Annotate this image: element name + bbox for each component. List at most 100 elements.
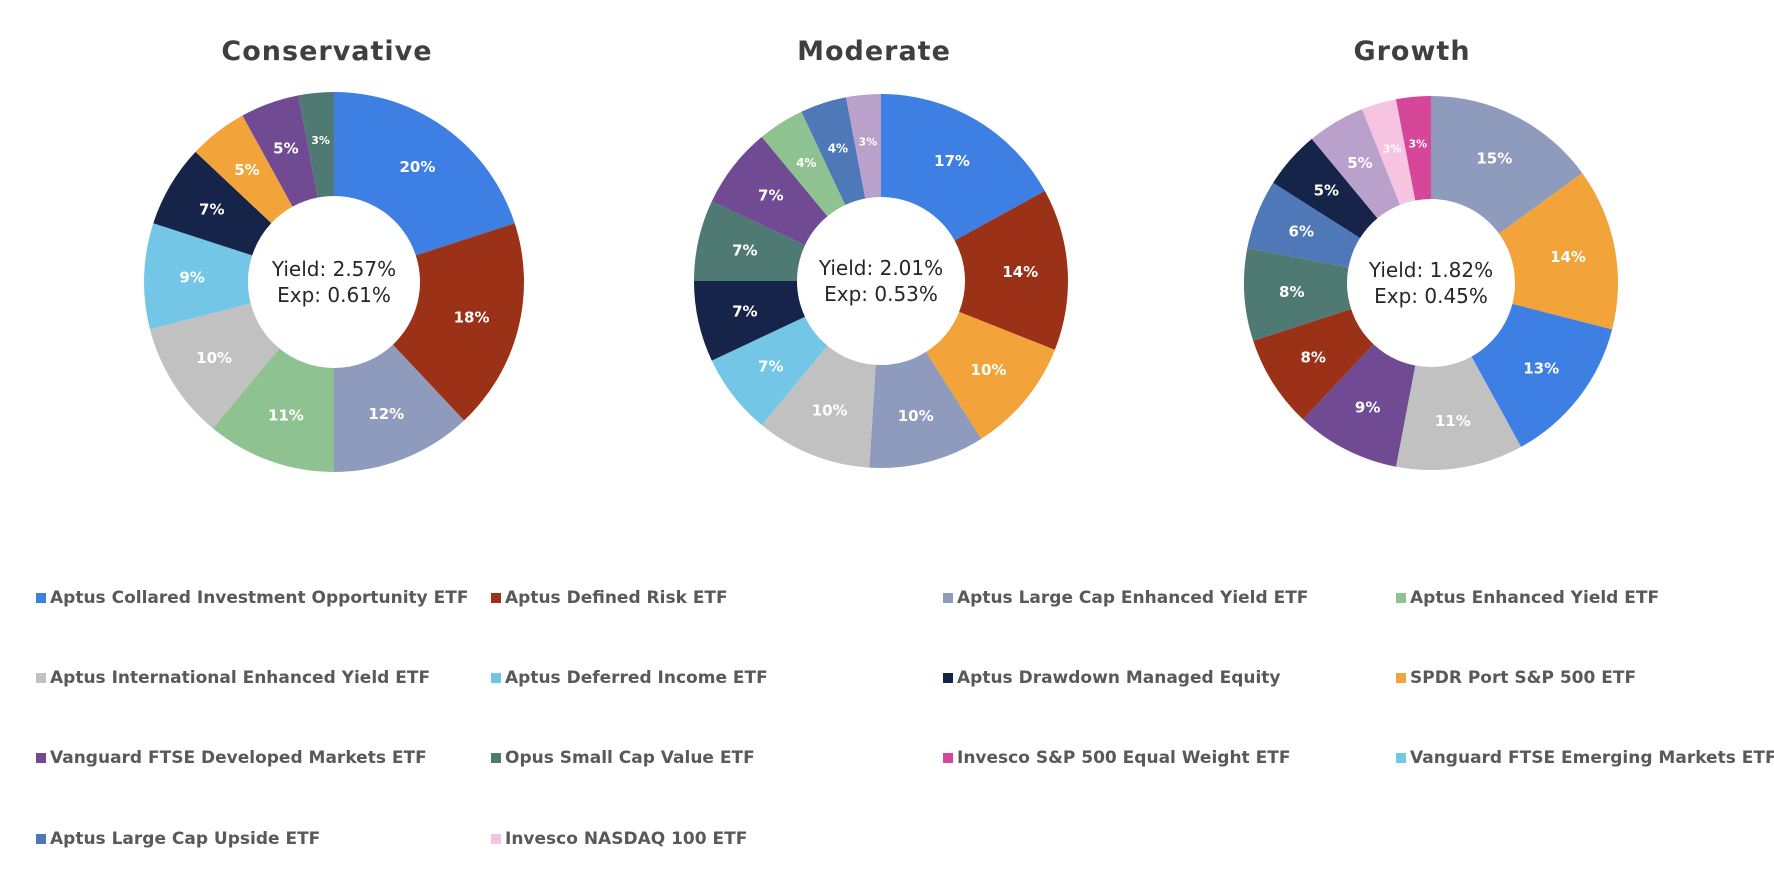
legend-label: Vanguard FTSE Developed Markets ETF bbox=[50, 748, 427, 768]
donut-slice bbox=[711, 136, 828, 246]
donut-slice bbox=[149, 303, 280, 429]
slice-label: 9% bbox=[179, 269, 204, 287]
slice-label: 5% bbox=[273, 139, 298, 157]
legend-label: Invesco S&P 500 Equal Weight ETF bbox=[957, 748, 1291, 768]
donut-slice bbox=[153, 151, 272, 256]
slice-label: 11% bbox=[1435, 412, 1471, 430]
donut-slice bbox=[926, 311, 1055, 439]
legend-label: Aptus Drawdown Managed Equity bbox=[957, 668, 1281, 688]
slice-label: 12% bbox=[368, 405, 404, 423]
donut-slice bbox=[212, 348, 334, 472]
legend-item: Invesco NASDAQ 100 ETF bbox=[491, 829, 747, 849]
slice-label: 5% bbox=[234, 161, 259, 179]
donut-slice bbox=[334, 344, 465, 472]
donut-slice bbox=[694, 201, 805, 281]
slice-label: 5% bbox=[1347, 154, 1372, 172]
donut-slice bbox=[1395, 96, 1431, 201]
slice-label: 9% bbox=[1355, 398, 1380, 416]
legend-item: Aptus International Enhanced Yield ETF bbox=[36, 668, 430, 688]
slice-label: 7% bbox=[732, 302, 757, 320]
slice-label: 7% bbox=[199, 201, 224, 219]
slice-label: 8% bbox=[1300, 349, 1325, 367]
legend-swatch bbox=[491, 753, 501, 763]
legend-swatch bbox=[36, 834, 46, 844]
donut-slice bbox=[1471, 303, 1613, 447]
slice-label: 8% bbox=[1279, 283, 1304, 301]
donut-slice bbox=[869, 351, 982, 468]
slice-label: 15% bbox=[1476, 150, 1512, 168]
donut-slice bbox=[1253, 308, 1374, 420]
slice-label: 3% bbox=[1383, 143, 1402, 156]
donut-slice bbox=[1302, 344, 1416, 467]
legend-label: Aptus Defined Risk ETF bbox=[505, 588, 728, 608]
yield-text: Yield: 2.01% bbox=[818, 256, 943, 280]
legend-swatch bbox=[1396, 593, 1406, 603]
slice-label: 5% bbox=[1314, 182, 1339, 200]
legend-item: Vanguard FTSE Emerging Markets ETF bbox=[1396, 748, 1774, 768]
donut-slice bbox=[845, 94, 881, 199]
legend-item: Aptus Defined Risk ETF bbox=[491, 588, 728, 608]
slice-label: 4% bbox=[828, 141, 848, 155]
legend-label: Vanguard FTSE Emerging Markets ETF bbox=[1410, 748, 1774, 768]
slice-label: 10% bbox=[812, 402, 848, 420]
legend-item: Aptus Large Cap Enhanced Yield ETF bbox=[943, 588, 1308, 608]
donut-slice bbox=[761, 111, 846, 217]
legend-label: Opus Small Cap Value ETF bbox=[505, 748, 755, 768]
donut-slice bbox=[1273, 138, 1378, 238]
slice-label: 10% bbox=[971, 361, 1007, 379]
slice-label: 7% bbox=[732, 242, 757, 260]
legend-swatch bbox=[491, 593, 501, 603]
donut-moderate: 17% 14% 10% 10% 10% 7% 7% 7% 7% 4% 4% 3% Yield: 2.01… bbox=[694, 94, 1068, 468]
donut-slice bbox=[298, 92, 334, 198]
donut-slice bbox=[1311, 109, 1401, 219]
donut-slice bbox=[242, 95, 318, 207]
legend-swatch bbox=[36, 673, 46, 683]
legend-label: Aptus Large Cap Upside ETF bbox=[50, 829, 321, 849]
donut-slice bbox=[881, 94, 1045, 241]
donut-slice bbox=[954, 190, 1068, 350]
donut-slice bbox=[1362, 99, 1416, 205]
donut-slice bbox=[761, 345, 876, 468]
donut-slice bbox=[801, 97, 866, 205]
slice-label: 13% bbox=[1523, 360, 1559, 378]
legend-swatch bbox=[943, 753, 953, 763]
legend-swatch bbox=[1396, 753, 1406, 763]
legend-item: Aptus Large Cap Upside ETF bbox=[36, 829, 320, 849]
donut-slice bbox=[144, 223, 253, 330]
slice-label: 3% bbox=[1409, 138, 1428, 151]
legend-label: Aptus Deferred Income ETF bbox=[505, 668, 768, 688]
legend-item: Invesco S&P 500 Equal Weight ETF bbox=[943, 748, 1290, 768]
slice-label: 20% bbox=[400, 158, 436, 176]
legend-item: Aptus Deferred Income ETF bbox=[491, 668, 768, 688]
donut-slice bbox=[694, 281, 805, 361]
legend-item: Opus Small Cap Value ETF bbox=[491, 748, 755, 768]
slice-label: 10% bbox=[898, 407, 934, 425]
legend-item: Aptus Drawdown Managed Equity bbox=[943, 668, 1281, 688]
slice-label: 3% bbox=[859, 136, 878, 149]
legend-label: Aptus Collared Investment Opportunity ET… bbox=[50, 588, 469, 608]
donut-slice bbox=[334, 92, 515, 256]
slice-label: 11% bbox=[268, 407, 304, 425]
donut-growth: 15% 14% 13% 11% 9% 8% 8% 6% 5% 5% 3% 3% Yield: 1.82%… bbox=[1244, 96, 1618, 470]
donut-slice bbox=[195, 115, 293, 224]
legend-item: Aptus Collared Investment Opportunity ET… bbox=[36, 588, 469, 608]
legend: Aptus Collared Investment Opportunity ET… bbox=[36, 588, 1774, 880]
donut-slice bbox=[1431, 96, 1583, 234]
slice-label: 14% bbox=[1550, 248, 1586, 266]
legend-swatch bbox=[491, 673, 501, 683]
donut-slice bbox=[1247, 182, 1361, 268]
legend-swatch bbox=[1396, 673, 1406, 683]
expense-text: Exp: 0.61% bbox=[277, 283, 391, 307]
slice-label: 14% bbox=[1002, 263, 1038, 281]
slice-label: 18% bbox=[454, 308, 490, 326]
legend-swatch bbox=[36, 593, 46, 603]
donut-charts: 20% 18% 12% 11% 10% 9% 7% 5% 5% 3% Yield: 2.57%Exp… bbox=[144, 92, 1618, 472]
legend-label: Aptus Large Cap Enhanced Yield ETF bbox=[957, 588, 1309, 608]
legend-swatch bbox=[943, 593, 953, 603]
legend-label: Aptus Enhanced Yield ETF bbox=[1410, 588, 1660, 608]
slice-label: 3% bbox=[311, 134, 330, 147]
slice-label: 7% bbox=[758, 358, 783, 376]
yield-text: Yield: 2.57% bbox=[271, 257, 396, 281]
legend-swatch bbox=[36, 753, 46, 763]
slice-label: 4% bbox=[796, 156, 816, 170]
